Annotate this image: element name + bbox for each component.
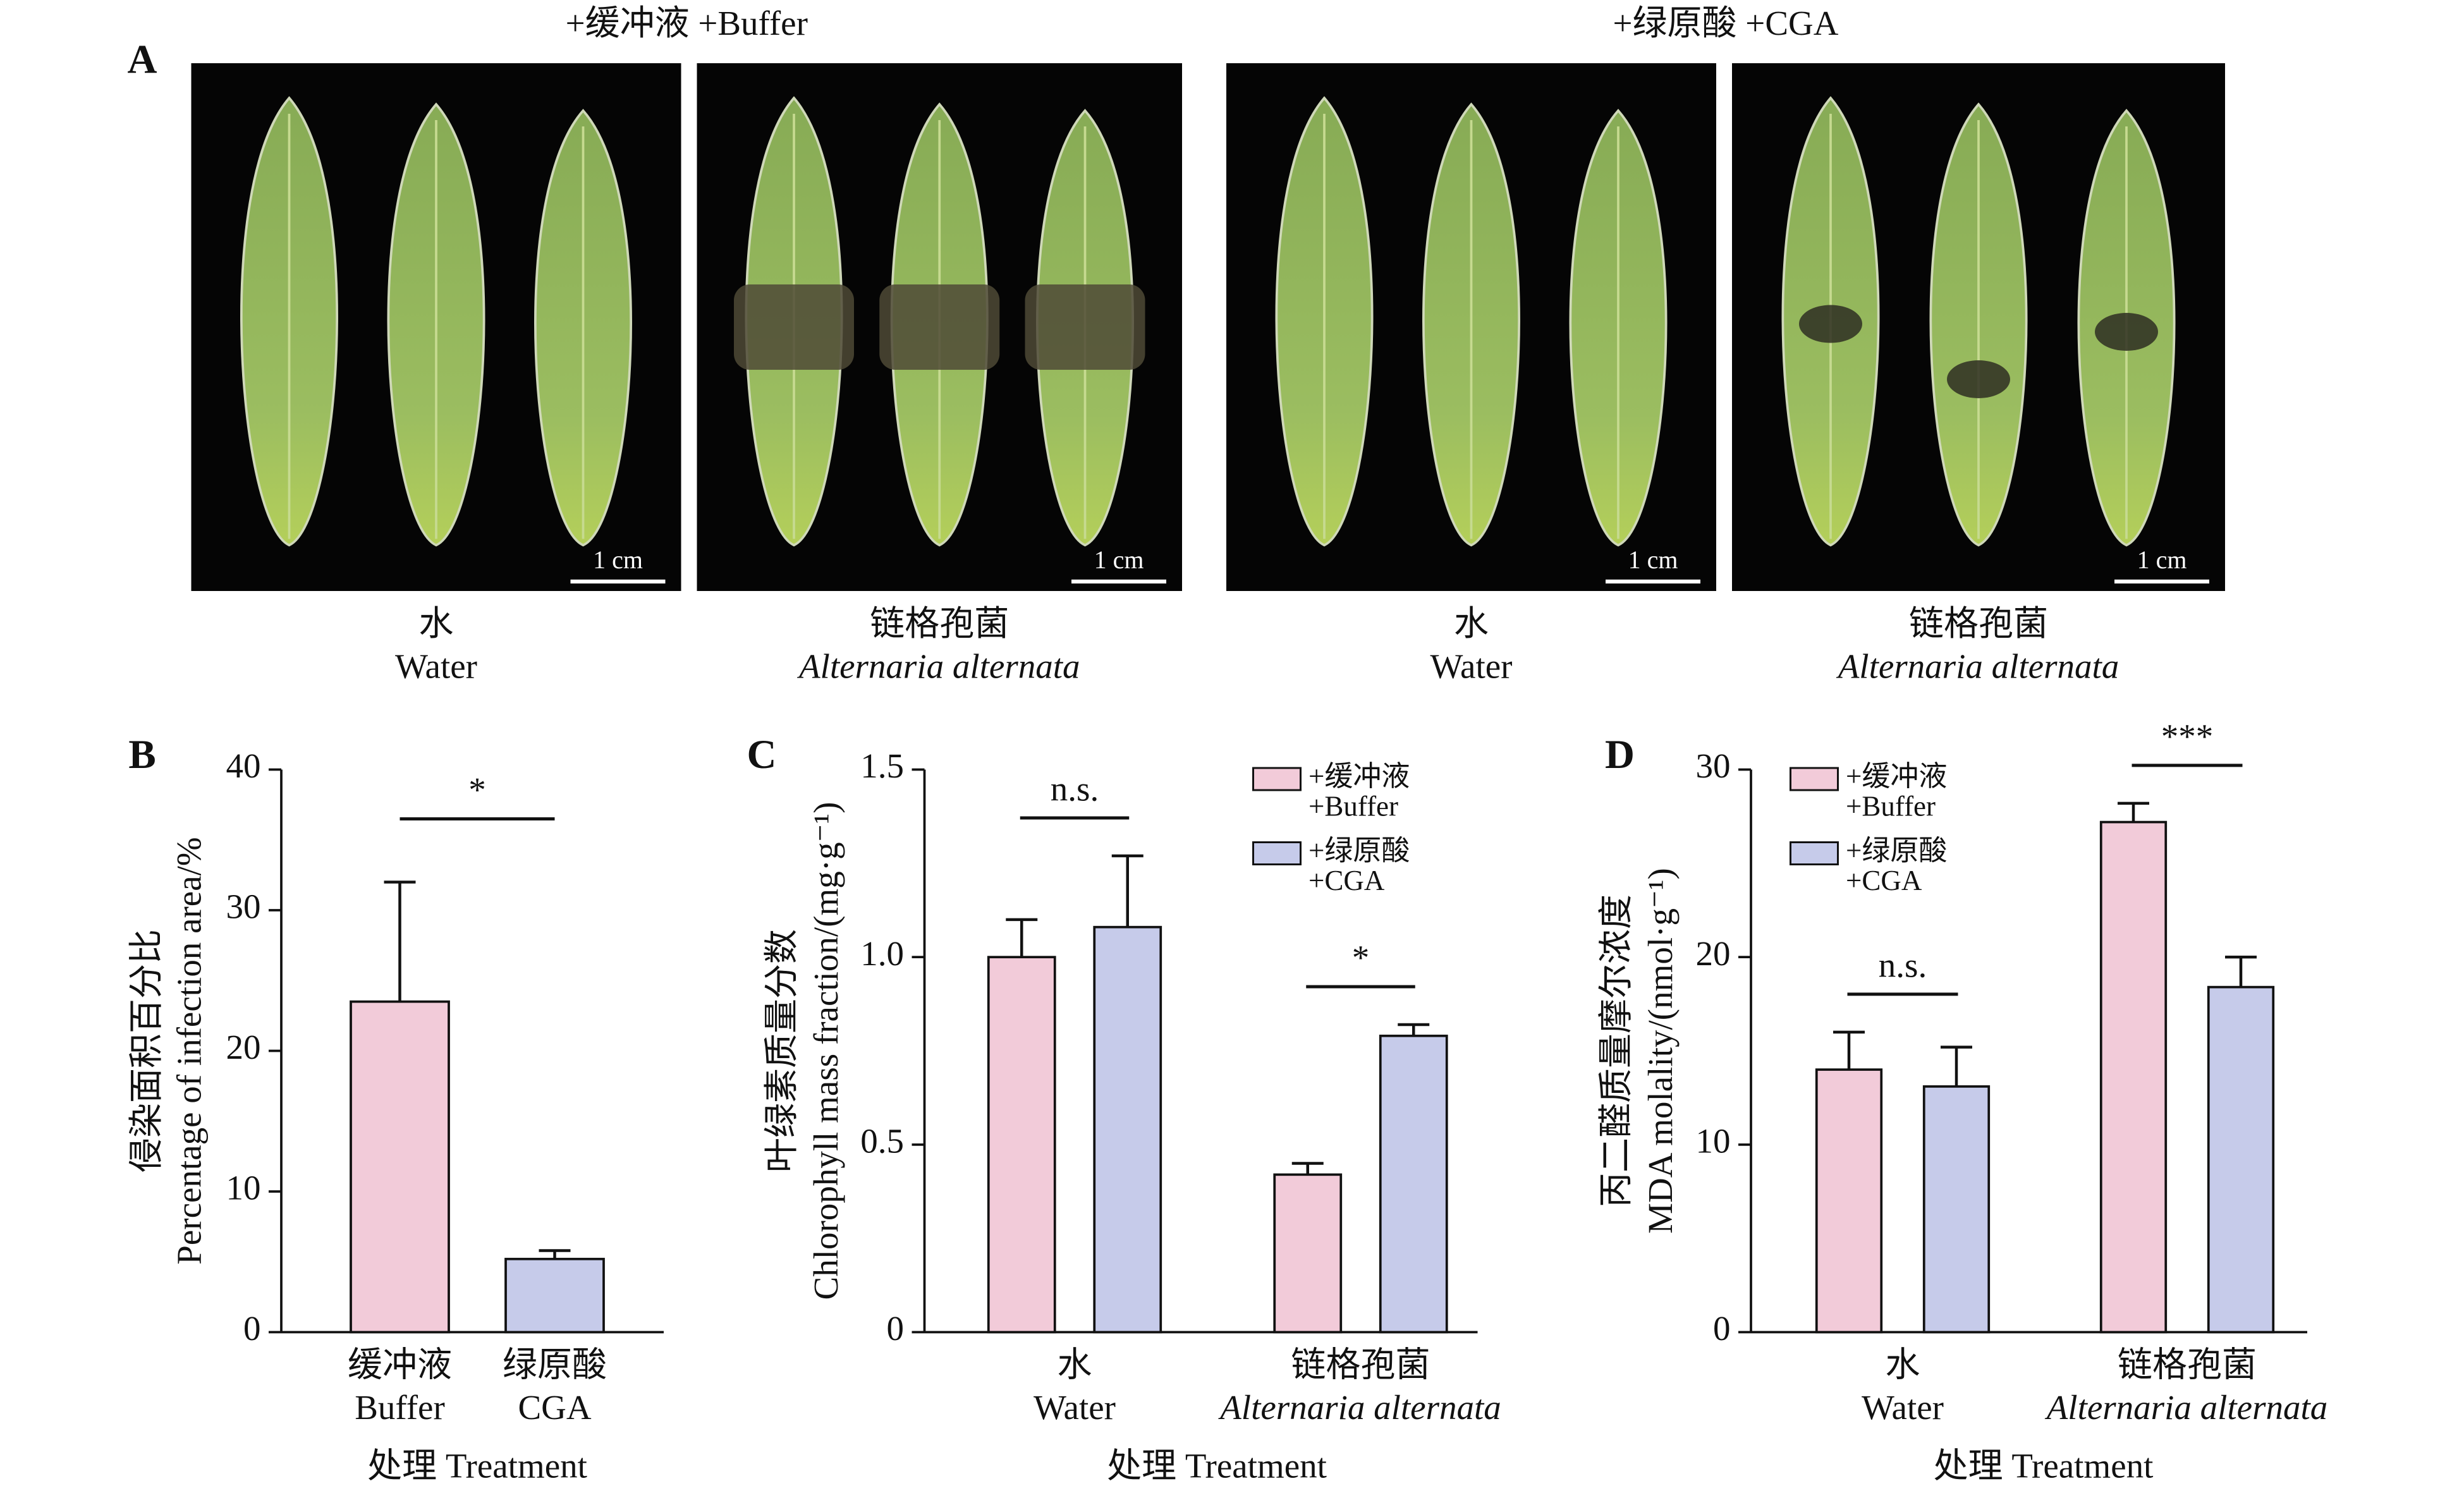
- panel-label: B: [128, 732, 156, 777]
- y-axis-title: 叶绿素质量分数: [762, 929, 801, 1173]
- photo-caption: Alternaria alternata: [796, 647, 1080, 686]
- bar: [1093, 925, 1162, 1334]
- error-bar: [1398, 1023, 1430, 1036]
- bar: [1815, 1068, 1883, 1334]
- panel-label: A: [128, 37, 157, 82]
- legend-label: +绿原酸: [1308, 834, 1410, 866]
- legend-swatch: [1790, 841, 1839, 866]
- error-bar: [1111, 854, 1144, 927]
- y-axis-title: 侵染面积百分比: [127, 929, 166, 1173]
- x-tick-label: 缓冲液: [348, 1346, 452, 1384]
- error-bar: [1006, 918, 1038, 958]
- panel-label: D: [1605, 732, 1635, 777]
- lesion: [1025, 284, 1145, 370]
- error-bar: [2118, 801, 2150, 822]
- legend-label: +CGA: [1308, 865, 1385, 896]
- y-tick-label: 20: [1696, 934, 1731, 973]
- photo-caption: Water: [1430, 647, 1513, 686]
- scale-label: 1 cm: [1628, 545, 1678, 574]
- error-bar: [2225, 955, 2257, 987]
- legend-label: +缓冲液: [1308, 760, 1410, 792]
- bar: [1273, 1173, 1343, 1334]
- y-tick-label: 1.0: [860, 934, 904, 973]
- bar: [350, 1000, 450, 1334]
- x-tick-label: 链格孢菌: [1291, 1346, 1430, 1384]
- y-tick-label: 0: [1713, 1309, 1731, 1348]
- x-tick-label: 水: [1057, 1346, 1092, 1384]
- x-axis-title: 处理 Treatment: [1934, 1447, 2154, 1485]
- significance-label: *: [468, 771, 486, 809]
- legend-label: +CGA: [1846, 865, 1922, 896]
- bar: [2099, 820, 2168, 1334]
- photo-caption: Alternaria alternata: [1836, 647, 2119, 686]
- legend-swatch: [1252, 767, 1302, 791]
- x-tick-label: Water: [1862, 1388, 1944, 1427]
- legend-label: +缓冲液: [1846, 760, 1947, 792]
- significance-label: *: [1352, 939, 1370, 977]
- legend-label: +Buffer: [1846, 790, 1936, 822]
- x-tick-label: Water: [1034, 1388, 1116, 1427]
- y-axis-title: Chlorophyll mass fraction/(mg·g⁻¹): [807, 802, 845, 1300]
- x-axis-title: 处理 Treatment: [367, 1447, 587, 1485]
- panel-label: C: [747, 732, 777, 777]
- bar: [504, 1257, 605, 1334]
- lesion: [1799, 305, 1863, 343]
- y-tick-label: 0: [887, 1309, 905, 1348]
- lesion: [1947, 360, 2010, 398]
- photo-caption: 水: [418, 604, 453, 643]
- error-bar: [539, 1249, 571, 1259]
- legend-label: +Buffer: [1308, 790, 1398, 822]
- y-axis-title: Percentage of infection area/%: [170, 837, 209, 1264]
- error-bar: [1833, 1030, 1865, 1070]
- x-tick-label: Alternaria alternata: [2044, 1388, 2328, 1427]
- photo-caption: 链格孢菌: [870, 604, 1009, 643]
- error-bar: [1941, 1045, 1973, 1087]
- significance-label: n.s.: [1879, 946, 1927, 984]
- photo-caption: 水: [1454, 604, 1489, 643]
- bar: [1922, 1085, 1991, 1334]
- y-tick-label: 40: [226, 746, 261, 785]
- y-tick-label: 30: [226, 887, 261, 926]
- lesion: [734, 284, 855, 370]
- significance-label: n.s.: [1051, 770, 1099, 808]
- y-tick-label: 0: [243, 1309, 261, 1348]
- photo-caption: Water: [395, 647, 477, 686]
- x-tick-label: Alternaria alternata: [1217, 1388, 1501, 1427]
- y-tick-label: 30: [1696, 746, 1731, 785]
- lesion: [879, 284, 1000, 370]
- bar: [987, 956, 1056, 1334]
- scale-label: 1 cm: [593, 545, 643, 574]
- significance-label: ***: [2161, 717, 2214, 756]
- scale-label: 1 cm: [2137, 545, 2187, 574]
- legend-label: +绿原酸: [1846, 834, 1947, 866]
- y-tick-label: 10: [1696, 1121, 1731, 1160]
- x-tick-label: 链格孢菌: [2118, 1346, 2257, 1384]
- y-axis-title: 丙二醛质量摩尔浓度: [1597, 894, 1635, 1207]
- error-bar: [1291, 1162, 1324, 1175]
- x-tick-label: Buffer: [355, 1388, 445, 1427]
- y-tick-label: 1.5: [860, 746, 904, 785]
- scale-label: 1 cm: [1094, 545, 1144, 574]
- legend-swatch: [1252, 841, 1302, 866]
- x-tick-label: CGA: [518, 1388, 591, 1427]
- x-tick-label: 水: [1885, 1346, 1920, 1384]
- legend-swatch: [1790, 767, 1839, 791]
- photo-caption: 链格孢菌: [1909, 604, 2048, 643]
- bar: [2207, 985, 2275, 1334]
- y-tick-label: 0.5: [860, 1121, 904, 1160]
- group-title: +缓冲液 +Buffer: [566, 4, 808, 42]
- y-tick-label: 20: [226, 1028, 261, 1066]
- lesion: [2095, 313, 2158, 351]
- x-axis-title: 处理 Treatment: [1107, 1447, 1327, 1485]
- x-tick-label: 绿原酸: [503, 1346, 607, 1384]
- y-axis-title: MDA molality/(nmol·g⁻¹): [1641, 868, 1680, 1234]
- error-bar: [384, 881, 416, 1002]
- y-tick-label: 10: [226, 1169, 261, 1207]
- bar: [1379, 1034, 1448, 1334]
- group-title: +绿原酸 +CGA: [1613, 4, 1839, 42]
